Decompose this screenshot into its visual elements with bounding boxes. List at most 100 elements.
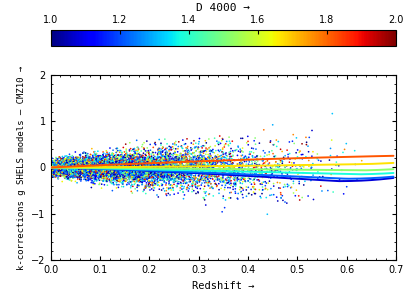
Point xyxy=(208,170,214,175)
Point xyxy=(94,154,100,159)
Point xyxy=(135,157,142,162)
Point xyxy=(78,160,84,165)
Point xyxy=(98,174,105,179)
Point xyxy=(58,166,64,171)
Point xyxy=(178,144,184,149)
Point xyxy=(59,162,65,167)
Point xyxy=(192,149,199,153)
Point xyxy=(70,166,77,170)
Point xyxy=(134,170,141,174)
Point xyxy=(161,171,168,176)
Point xyxy=(179,175,185,179)
Point xyxy=(115,164,121,168)
Point xyxy=(152,168,158,173)
Point xyxy=(99,171,106,176)
Point xyxy=(219,159,225,164)
Point xyxy=(115,167,122,171)
Point xyxy=(80,168,86,173)
Point xyxy=(84,164,90,169)
Point xyxy=(86,162,92,167)
Point xyxy=(143,158,150,162)
Point xyxy=(120,175,126,180)
Point xyxy=(103,176,110,181)
Point xyxy=(57,163,63,168)
Point xyxy=(78,170,84,175)
Point xyxy=(152,164,158,169)
Point xyxy=(78,172,84,176)
Point xyxy=(58,161,65,165)
Point xyxy=(149,162,155,167)
Point xyxy=(105,165,112,170)
Point xyxy=(90,164,97,169)
Point xyxy=(124,152,131,157)
Point xyxy=(75,164,81,169)
Point xyxy=(142,161,148,166)
Point xyxy=(101,171,107,176)
Point xyxy=(245,179,251,183)
Point xyxy=(175,160,181,165)
Point xyxy=(269,148,275,153)
Point xyxy=(120,170,126,175)
Point xyxy=(106,170,112,174)
Point xyxy=(80,159,86,164)
Point xyxy=(148,160,154,165)
Point xyxy=(63,174,70,179)
Point xyxy=(89,179,95,183)
Point xyxy=(186,186,192,191)
Point xyxy=(67,167,74,171)
Point xyxy=(149,181,156,186)
Point xyxy=(63,173,69,178)
Point xyxy=(134,167,141,172)
Point xyxy=(120,176,126,180)
Point xyxy=(93,170,100,175)
Point xyxy=(172,176,179,180)
Point xyxy=(171,178,178,183)
Point xyxy=(84,167,90,172)
Point xyxy=(59,166,66,171)
Point xyxy=(227,177,233,182)
Point xyxy=(78,165,84,170)
Point xyxy=(114,164,121,169)
Point xyxy=(107,163,114,168)
Point xyxy=(203,141,210,145)
Point xyxy=(268,193,275,197)
Point xyxy=(56,160,63,165)
Point xyxy=(161,162,167,167)
Point xyxy=(164,154,170,158)
Point xyxy=(82,169,88,173)
Point xyxy=(245,169,251,173)
Point xyxy=(124,171,130,176)
Point xyxy=(167,186,174,190)
Point xyxy=(173,171,179,176)
Point xyxy=(125,154,132,159)
Point xyxy=(55,166,61,171)
Point xyxy=(234,167,241,172)
Point xyxy=(133,167,139,172)
Point xyxy=(193,163,199,168)
Point xyxy=(113,162,120,167)
Point xyxy=(136,172,142,176)
Point xyxy=(248,146,255,151)
Point xyxy=(143,168,150,173)
Point xyxy=(134,173,140,178)
Point xyxy=(141,147,147,152)
Point xyxy=(206,166,212,171)
Point xyxy=(179,145,185,150)
Point xyxy=(59,170,65,174)
Point xyxy=(94,171,101,176)
Point xyxy=(154,168,160,173)
Point xyxy=(178,155,185,160)
Point xyxy=(186,159,193,164)
Point xyxy=(107,162,113,167)
Point xyxy=(197,164,204,169)
Point xyxy=(114,160,120,165)
Point xyxy=(138,173,144,178)
Point xyxy=(56,159,63,164)
Point xyxy=(57,168,63,173)
Point xyxy=(79,164,85,169)
Point xyxy=(108,156,115,161)
Point xyxy=(57,163,64,167)
Point xyxy=(145,164,152,168)
Point xyxy=(51,158,58,163)
Point xyxy=(158,168,164,173)
